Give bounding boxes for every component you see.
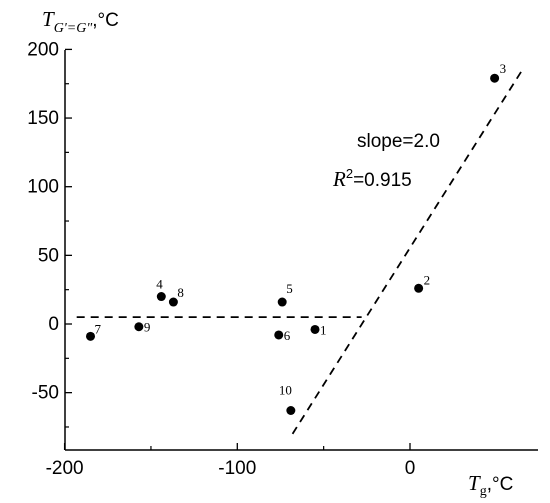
axes: -50 0 50 100 150 200 -200 -100 0	[27, 39, 538, 479]
y-tick-label: 100	[27, 177, 59, 198]
data-point-3	[490, 73, 500, 83]
r2-value: =0.915	[353, 170, 412, 191]
x-tick-label: -100	[218, 458, 256, 479]
data-points	[86, 73, 500, 415]
point-label-3: 3	[500, 61, 507, 76]
y-axis-title-sub: G'=G"	[54, 21, 93, 36]
y-tick-label: 150	[27, 108, 59, 129]
point-label-7: 7	[95, 321, 102, 336]
data-point-7	[86, 331, 96, 341]
y-tick-label: 200	[27, 39, 59, 60]
point-labels: 1 2 3 4 5 6 7 8 9 10	[95, 61, 507, 397]
r2-superscript: 2	[346, 166, 353, 181]
r2-symbol: R	[332, 167, 346, 191]
y-tick-label: 0	[48, 314, 59, 335]
data-point-1	[310, 324, 320, 334]
plot-area: -50 0 50 100 150 200 -200 -100 0 1 2 3 4 5 6 7 8 9 10	[27, 39, 538, 479]
point-label-9: 9	[144, 320, 151, 335]
x-axis-title-sub: g	[480, 484, 487, 499]
x-axis-title-unit: ,°C	[487, 474, 514, 495]
r2-annotation: R2=0.915	[332, 166, 412, 191]
y-tick-label: 50	[38, 245, 59, 266]
fit-lines	[76, 66, 525, 435]
data-point-8	[168, 297, 178, 307]
data-point-10	[286, 405, 296, 415]
point-label-1: 1	[320, 322, 327, 337]
point-label-10: 10	[279, 382, 292, 397]
point-label-2: 2	[424, 272, 431, 287]
y-axis-title-main: T	[42, 7, 55, 31]
y-axis-title-unit: ,°C	[92, 10, 119, 31]
point-label-8: 8	[177, 285, 184, 300]
x-axis-title-main: T	[468, 471, 481, 495]
data-point-5	[277, 297, 287, 307]
data-point-6	[274, 330, 284, 340]
slope-annotation: slope=2.0	[357, 131, 440, 152]
y-axis-title: TG'=G",°C	[42, 7, 119, 36]
x-tick-label: -200	[46, 458, 84, 479]
point-label-5: 5	[286, 281, 293, 296]
data-point-2	[414, 283, 424, 293]
point-label-4: 4	[156, 277, 163, 292]
data-point-9	[134, 322, 144, 332]
fit-dashed-line	[291, 66, 525, 435]
x-tick-label: 0	[405, 458, 416, 479]
y-tick-label: -50	[32, 383, 59, 404]
x-axis-title: Tg,°C	[468, 471, 513, 499]
data-point-4	[156, 292, 166, 302]
point-label-6: 6	[284, 328, 291, 343]
